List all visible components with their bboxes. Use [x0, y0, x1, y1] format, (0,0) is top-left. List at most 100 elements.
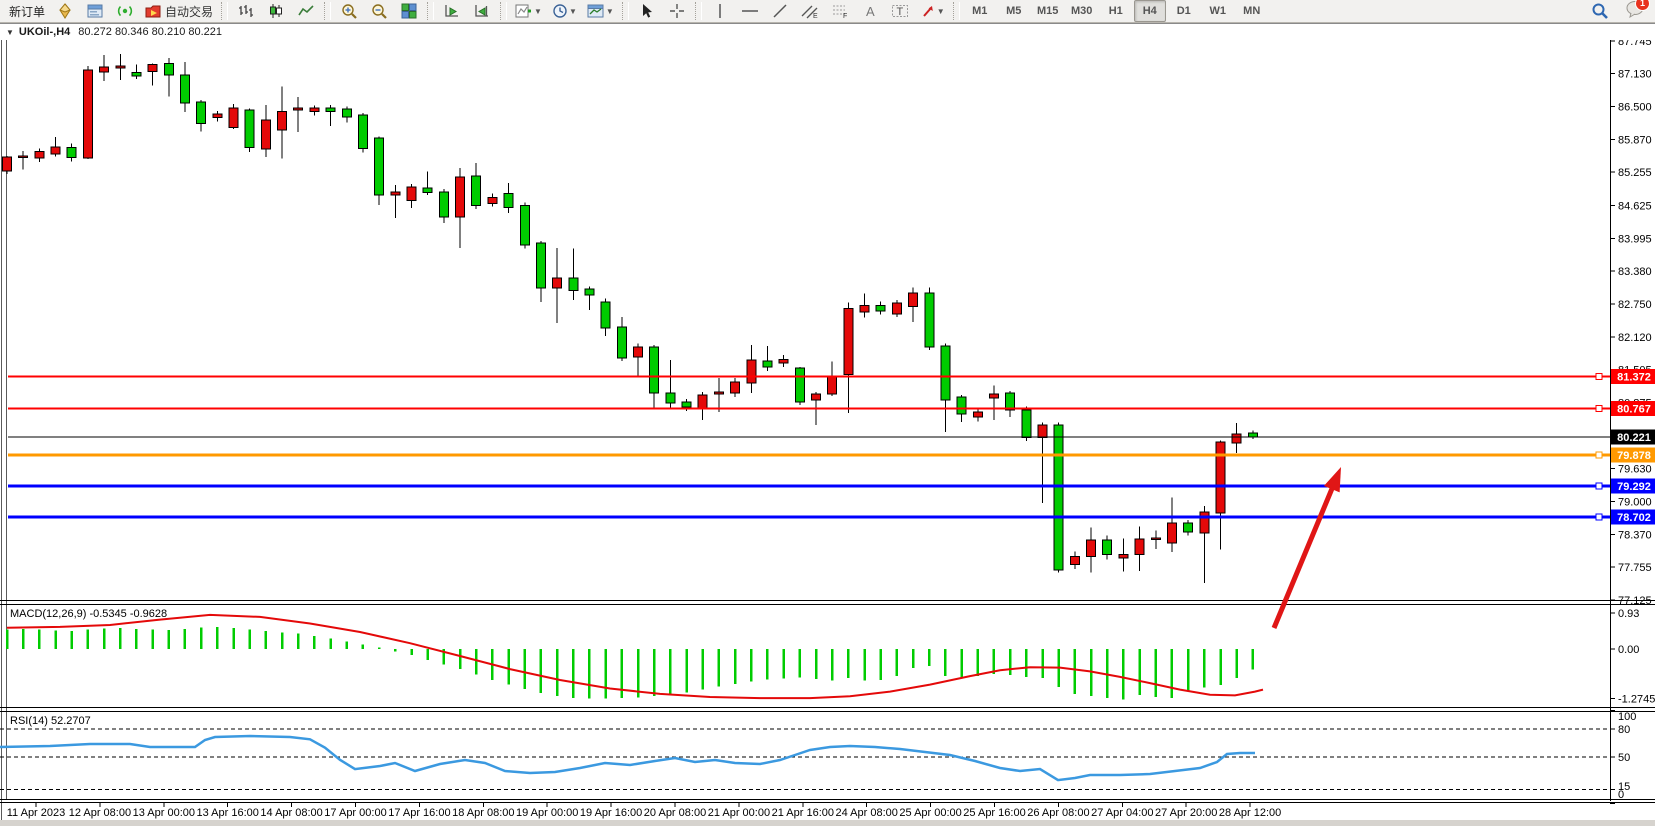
svg-text:17 Apr 00:00: 17 Apr 00:00: [324, 807, 386, 819]
new-order-button[interactable]: 新订单: [9, 4, 46, 19]
svg-text:50: 50: [1618, 752, 1630, 764]
macd-label: MACD(12,26,9) -0.5345 -0.9628: [10, 608, 167, 620]
chart-window-title[interactable]: ▼ UKOil-,H4 80.272 80.346 80.210 80.221: [0, 23, 1655, 40]
svg-text:21 Apr 00:00: 21 Apr 00:00: [708, 807, 770, 819]
svg-text:21 Apr 16:00: 21 Apr 16:00: [772, 807, 834, 819]
level-lines[interactable]: [8, 373, 1610, 521]
chart-shift-icon[interactable]: [468, 0, 496, 22]
svg-text:0: 0: [1618, 789, 1624, 801]
search-icon[interactable]: [1586, 0, 1614, 22]
horizontal-line-tool-icon[interactable]: [736, 0, 764, 22]
candlestick-chart-type-icon[interactable]: [262, 0, 290, 22]
svg-text:87.130: 87.130: [1618, 68, 1652, 80]
candlestick-series: [2, 53, 1258, 584]
toolbar-separator: [500, 2, 508, 20]
macd-pane[interactable]: 0.93 0.00 -1.2745 MACD(12,26,9) -0.5345 -0.…: [5, 608, 1655, 705]
trendline-tool-icon[interactable]: [766, 0, 794, 22]
svg-text:T: T: [896, 6, 903, 18]
timeframe-button-m1[interactable]: M1: [972, 5, 988, 17]
svg-text:26 Apr 08:00: 26 Apr 08:00: [1027, 807, 1089, 819]
timeframe-button-m30[interactable]: M30: [1071, 5, 1093, 17]
svg-text:100: 100: [1618, 711, 1636, 723]
timeframe-button-h1[interactable]: H1: [1108, 5, 1123, 17]
svg-text:78.702: 78.702: [1617, 512, 1651, 524]
line-chart-type-icon[interactable]: [292, 0, 320, 22]
svg-text:0.93: 0.93: [1618, 608, 1639, 620]
svg-text:27 Apr 04:00: 27 Apr 04:00: [1091, 807, 1153, 819]
svg-text:11 Apr 2023: 11 Apr 2023: [7, 807, 66, 819]
timeframe-button-mn[interactable]: MN: [1243, 5, 1261, 17]
cursor-tool-icon[interactable]: [633, 0, 661, 22]
svg-text:25 Apr 00:00: 25 Apr 00:00: [899, 807, 961, 819]
svg-text:17 Apr 16:00: 17 Apr 16:00: [388, 807, 450, 819]
seal-icon[interactable]: [51, 0, 79, 22]
chevron-down-icon: ▼: [568, 6, 577, 16]
bar-chart-type-icon[interactable]: [232, 0, 260, 22]
svg-text:25 Apr 16:00: 25 Apr 16:00: [963, 807, 1025, 819]
auto-trading-label: 自动交易: [165, 4, 214, 19]
tile-windows-icon[interactable]: [395, 0, 423, 22]
toolbar-separator: [427, 2, 435, 20]
svg-text:13 Apr 16:00: 13 Apr 16:00: [197, 807, 259, 819]
chevron-down-icon: ▼: [605, 6, 614, 16]
svg-text:86.500: 86.500: [1618, 102, 1652, 114]
timeframe-button-m15[interactable]: M15: [1037, 5, 1059, 17]
terminal-window-icon[interactable]: [81, 0, 109, 22]
svg-text:80.221: 80.221: [1617, 432, 1651, 444]
svg-text:80: 80: [1618, 724, 1630, 736]
vertical-line-tool-icon[interactable]: [706, 0, 734, 22]
svg-text:83.995: 83.995: [1618, 233, 1652, 245]
svg-text:77.755: 77.755: [1618, 562, 1652, 574]
periods-clock-icon[interactable]: ▼: [548, 0, 581, 22]
svg-text:15: 15: [1618, 781, 1630, 793]
timeframe-button-h4[interactable]: H4: [1133, 0, 1166, 22]
crosshair-tool-icon[interactable]: [663, 0, 691, 22]
auto-scroll-icon[interactable]: [438, 0, 466, 22]
svg-text:F: F: [843, 13, 847, 19]
timeframe-button-w1[interactable]: W1: [1209, 5, 1226, 17]
zoom-out-icon[interactable]: [365, 0, 393, 22]
arrows-tool-icon[interactable]: ▼: [916, 0, 949, 22]
toolbar-separator: [694, 2, 702, 20]
notifications-chat-icon[interactable]: 1: [1625, 0, 1650, 23]
timeframe-button-d1[interactable]: D1: [1176, 5, 1191, 17]
templates-icon[interactable]: ▼: [583, 0, 618, 22]
zoom-in-icon[interactable]: [335, 0, 363, 22]
svg-text:24 Apr 08:00: 24 Apr 08:00: [836, 807, 898, 819]
svg-text:80.767: 80.767: [1617, 403, 1651, 415]
svg-text:28 Apr 12:00: 28 Apr 12:00: [1219, 807, 1281, 819]
svg-text:81.372: 81.372: [1617, 372, 1651, 384]
svg-text:79.878: 79.878: [1617, 450, 1651, 462]
text-tool-icon[interactable]: A: [856, 0, 884, 22]
rsi-label: RSI(14) 52.2707: [10, 715, 91, 727]
svg-text:20 Apr 08:00: 20 Apr 08:00: [644, 807, 706, 819]
svg-text:A: A: [866, 4, 875, 19]
svg-text:79.000: 79.000: [1618, 496, 1652, 508]
fibonacci-tool-icon[interactable]: F: [826, 0, 854, 22]
svg-text:83.380: 83.380: [1618, 266, 1652, 278]
indicators-icon[interactable]: ▼: [511, 0, 546, 22]
auto-trading-button[interactable]: 自动交易: [141, 0, 217, 22]
channel-tool-icon[interactable]: E: [796, 0, 824, 22]
svg-text:85.255: 85.255: [1618, 167, 1652, 179]
chevron-down-icon: ▼: [936, 6, 945, 16]
svg-text:12 Apr 08:00: 12 Apr 08:00: [69, 807, 131, 819]
svg-text:27 Apr 20:00: 27 Apr 20:00: [1155, 807, 1217, 819]
chart-window-frame: [0, 24, 1655, 826]
collapse-triangle-icon[interactable]: ▼: [6, 27, 14, 37]
text-label-tool-icon[interactable]: T: [886, 0, 914, 22]
chevron-down-icon: ▼: [534, 6, 542, 16]
svg-text:14 Apr 08:00: 14 Apr 08:00: [260, 807, 322, 819]
svg-text:77.125: 77.125: [1618, 595, 1652, 607]
trend-arrow[interactable]: [1271, 467, 1341, 629]
ohlc-values: 80.272 80.346 80.210 80.221: [78, 26, 223, 38]
signal-broadcast-icon[interactable]: [111, 0, 139, 22]
svg-text:13 Apr 00:00: 13 Apr 00:00: [133, 807, 195, 819]
svg-text:78.370: 78.370: [1618, 530, 1652, 542]
toolbar-separator: [324, 2, 332, 20]
timeframe-button-m5[interactable]: M5: [1006, 5, 1022, 17]
time-axis[interactable]: 11 Apr 2023 12 Apr 08:00 13 Apr 00:00 13 Ap…: [7, 802, 1282, 819]
